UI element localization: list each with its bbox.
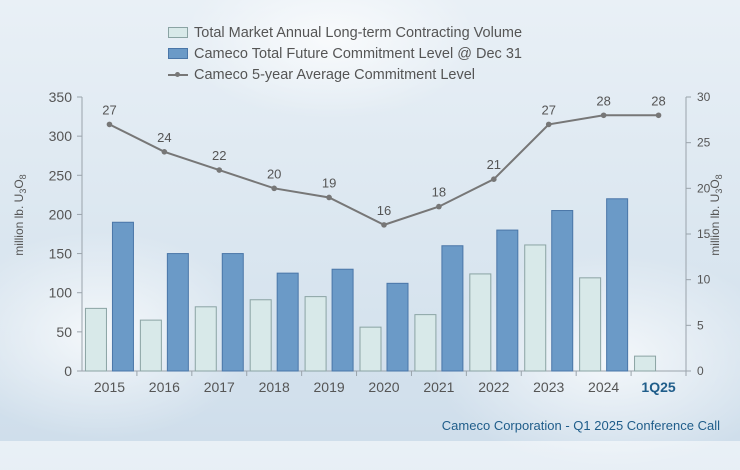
line-point <box>326 194 332 201</box>
x-tick-label: 2015 <box>94 379 125 395</box>
y-right-label-mid: O <box>707 179 722 189</box>
line-data-label: 21 <box>487 157 501 172</box>
y-left-tick-label: 300 <box>49 128 73 144</box>
y-right-tick-label: 20 <box>697 181 711 195</box>
y-right-label-sub2: 8 <box>714 174 725 180</box>
y-left-label-sub1: 3 <box>18 188 29 194</box>
line-point <box>655 112 662 119</box>
line-point <box>600 112 607 119</box>
line-point <box>436 203 442 210</box>
y-right-tick-label: 10 <box>697 273 711 287</box>
legend-item-average: Cameco 5-year Average Commitment Level <box>168 64 522 85</box>
y-left-label-sub2: 8 <box>18 174 29 180</box>
bar-market <box>194 306 217 372</box>
y-right-tick-label: 5 <box>697 318 704 332</box>
bar-market <box>634 355 657 372</box>
line-point <box>106 121 113 128</box>
y-left-tick-label: 250 <box>49 167 73 183</box>
legend-item-cameco: Cameco Total Future Commitment Level @ D… <box>168 43 522 64</box>
y-right-tick-label: 0 <box>697 364 704 378</box>
bar-cameco <box>111 221 134 372</box>
bar-market <box>414 314 437 372</box>
bar-cameco <box>166 253 189 372</box>
line-point <box>491 176 497 182</box>
y-left-tick-label: 100 <box>49 285 73 301</box>
y-axis-right-label: million lb. U3O8 <box>708 174 724 255</box>
y-right-tick-label: 15 <box>697 227 711 241</box>
y-right-label-main: million lb. U <box>707 193 722 256</box>
legend-swatch-average <box>168 69 188 80</box>
x-tick-label: 2017 <box>204 379 235 395</box>
line-data-label: 20 <box>267 166 281 181</box>
bar-market <box>84 307 107 372</box>
x-tick-label: 1Q25 <box>641 379 675 395</box>
bar-cameco <box>386 282 409 372</box>
bar-market <box>139 319 162 372</box>
y-left-tick-label: 150 <box>49 246 73 262</box>
y-right-tick-label: 25 <box>697 136 711 150</box>
y-right-label-sub1: 3 <box>714 188 725 194</box>
line-point <box>381 222 387 228</box>
bar-market <box>249 299 272 372</box>
line-data-label: 18 <box>432 185 446 200</box>
y-axis-left-label: million lb. U3O8 <box>12 174 28 255</box>
bar-cameco <box>221 253 244 372</box>
legend: Total Market Annual Long-term Contractin… <box>168 22 522 85</box>
y-left-label-main: million lb. U <box>11 193 26 256</box>
footer-caption: Cameco Corporation - Q1 2025 Conference … <box>441 418 720 433</box>
bar-cameco <box>441 245 464 372</box>
bar-market <box>359 326 382 372</box>
bar-cameco <box>331 268 354 372</box>
line-data-label: 19 <box>322 175 336 190</box>
legend-label-average: Cameco 5-year Average Commitment Level <box>194 66 475 83</box>
line-point <box>545 121 552 128</box>
x-tick-label: 2021 <box>423 379 454 395</box>
line-data-label: 28 <box>596 93 610 108</box>
x-tick-label: 2018 <box>259 379 290 395</box>
line-data-label: 27 <box>541 102 555 117</box>
bar-market <box>304 296 327 372</box>
line-point <box>161 149 168 155</box>
x-tick-label: 2020 <box>368 379 399 395</box>
line-data-label: 24 <box>157 130 171 145</box>
line-point <box>271 185 277 192</box>
line-data-label: 27 <box>102 102 116 117</box>
bar-cameco <box>276 272 299 372</box>
line-data-label: 28 <box>651 93 665 108</box>
line-point <box>216 167 223 173</box>
legend-swatch-market <box>168 27 188 38</box>
bar-market <box>469 273 492 372</box>
x-tick-label: 2019 <box>314 379 345 395</box>
x-tick-label: 2024 <box>588 379 619 395</box>
legend-label-cameco: Cameco Total Future Commitment Level @ D… <box>194 45 522 62</box>
y-right-tick-label: 30 <box>697 90 711 104</box>
bar-market <box>579 277 602 372</box>
x-tick-label: 2023 <box>533 379 564 395</box>
line-data-label: 16 <box>377 203 391 218</box>
x-tick-label: 2022 <box>478 379 509 395</box>
x-tick-label: 2016 <box>149 379 180 395</box>
bar-market <box>524 244 547 372</box>
legend-swatch-cameco <box>168 48 188 59</box>
y-left-tick-label: 50 <box>56 324 72 340</box>
bar-cameco <box>606 198 629 372</box>
legend-item-market: Total Market Annual Long-term Contractin… <box>168 22 522 43</box>
y-left-label-mid: O <box>11 179 26 189</box>
y-left-tick-label: 200 <box>49 206 73 222</box>
legend-label-market: Total Market Annual Long-term Contractin… <box>194 24 523 41</box>
line-data-label: 22 <box>212 148 226 163</box>
bar-cameco <box>496 229 519 372</box>
y-left-tick-label: 0 <box>64 363 72 379</box>
bar-cameco <box>551 210 574 372</box>
y-left-tick-label: 350 <box>49 89 73 105</box>
